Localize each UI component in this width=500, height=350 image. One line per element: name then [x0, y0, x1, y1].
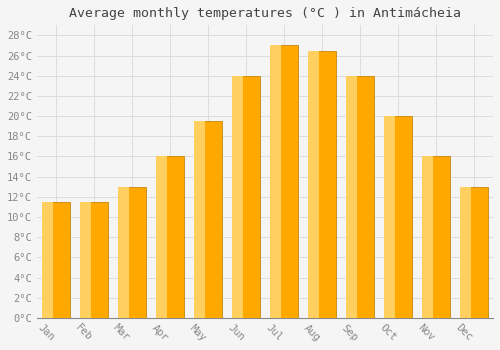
- FancyBboxPatch shape: [346, 76, 374, 318]
- FancyBboxPatch shape: [42, 202, 70, 318]
- Title: Average monthly temperatures (°C ) in Antimácheia: Average monthly temperatures (°C ) in An…: [69, 7, 461, 20]
- FancyBboxPatch shape: [422, 156, 433, 318]
- FancyBboxPatch shape: [118, 187, 146, 318]
- FancyBboxPatch shape: [232, 76, 260, 318]
- FancyBboxPatch shape: [460, 187, 471, 318]
- FancyBboxPatch shape: [384, 116, 412, 318]
- FancyBboxPatch shape: [308, 50, 336, 318]
- FancyBboxPatch shape: [80, 202, 108, 318]
- FancyBboxPatch shape: [42, 202, 53, 318]
- FancyBboxPatch shape: [194, 121, 222, 318]
- FancyBboxPatch shape: [460, 187, 488, 318]
- FancyBboxPatch shape: [194, 121, 205, 318]
- FancyBboxPatch shape: [118, 187, 129, 318]
- FancyBboxPatch shape: [308, 50, 319, 318]
- FancyBboxPatch shape: [422, 156, 450, 318]
- FancyBboxPatch shape: [80, 202, 91, 318]
- FancyBboxPatch shape: [232, 76, 243, 318]
- FancyBboxPatch shape: [346, 76, 357, 318]
- FancyBboxPatch shape: [270, 46, 281, 318]
- FancyBboxPatch shape: [384, 116, 395, 318]
- FancyBboxPatch shape: [270, 46, 298, 318]
- FancyBboxPatch shape: [156, 156, 184, 318]
- FancyBboxPatch shape: [156, 156, 167, 318]
